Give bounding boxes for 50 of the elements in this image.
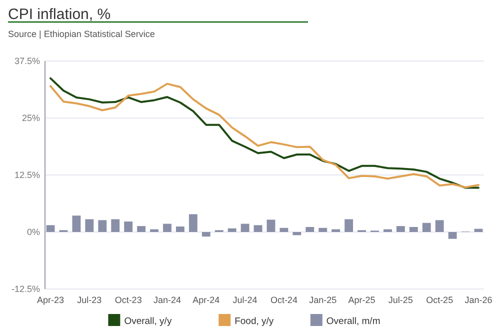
x-tick-label: Jul-25 (388, 295, 413, 305)
bar (240, 224, 250, 232)
bar (422, 222, 431, 232)
x-tick-label: Apr-24 (192, 295, 220, 305)
x-tick-label: Oct-23 (114, 295, 142, 305)
chart-subtitle: Source | Ethiopian Statistical Service (8, 29, 155, 39)
bar (188, 214, 198, 232)
bar (202, 232, 210, 237)
bar (254, 225, 262, 232)
bar (292, 232, 302, 236)
y-tick-label: 25% (22, 113, 40, 124)
legend-label: Overall, m/m (326, 316, 380, 327)
x-tick-label: Apr-25 (348, 295, 376, 305)
bar (111, 219, 120, 232)
chart-title: CPI inflation, % (8, 6, 111, 23)
bar (435, 220, 444, 232)
bar (124, 222, 133, 232)
bar (46, 225, 55, 232)
bar (409, 226, 418, 232)
bar (280, 228, 288, 232)
x-tick-label: Oct-24 (270, 295, 298, 305)
x-tick-label: Jan-25 (309, 295, 337, 305)
legend-label: Food, y/y (234, 316, 274, 327)
bar (266, 220, 276, 232)
x-tick-label: Jan-26 (464, 295, 492, 305)
bar (383, 229, 392, 232)
bar (332, 229, 340, 232)
bar (150, 229, 158, 232)
y-tick-label: 37.5% (14, 56, 40, 66)
y-tick-label: -12.5% (11, 284, 40, 294)
legend-label: Overall, y/y (124, 316, 172, 327)
x-tick-label: Jul-23 (77, 295, 102, 305)
x-tick-label: Jan-24 (153, 295, 181, 305)
x-tick-label: Oct-25 (426, 295, 454, 305)
bar (306, 226, 314, 232)
bar (448, 232, 457, 239)
bar (228, 228, 236, 232)
bar (72, 216, 81, 232)
bar (98, 220, 107, 232)
bar (318, 228, 328, 232)
bar (344, 219, 354, 232)
bar (85, 219, 94, 232)
x-tick-label: Apr-23 (37, 295, 64, 305)
y-tick-label: 0% (26, 227, 40, 238)
bar (137, 226, 146, 232)
bar (396, 226, 405, 232)
bar (163, 224, 172, 232)
x-tick-label: Jul-24 (232, 295, 258, 305)
bar (176, 226, 184, 232)
y-tick-label: 12.5% (14, 170, 40, 180)
